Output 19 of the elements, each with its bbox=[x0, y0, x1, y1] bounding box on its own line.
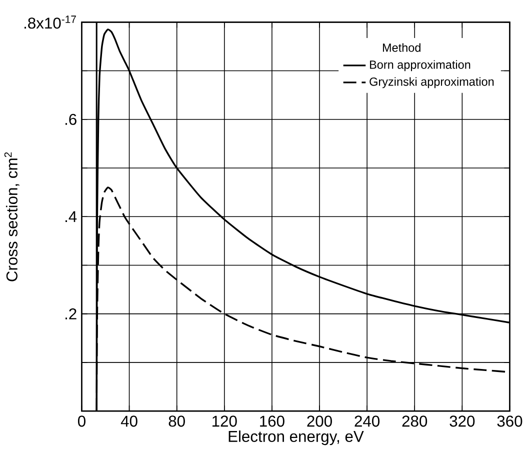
x-tick-label: 160 bbox=[260, 416, 284, 427]
y-tick-label: .8x10$^{-17}$ bbox=[24, 16, 76, 29]
x-tick-label: 200 bbox=[307, 416, 332, 427]
x-tick-label: 360 bbox=[497, 416, 522, 427]
x-tick-label: 80 bbox=[168, 416, 185, 427]
x-tick-label: 40 bbox=[120, 416, 138, 427]
x-tick-label: 0 bbox=[78, 416, 86, 427]
x-tick-label: 320 bbox=[450, 416, 475, 427]
x-axis-title: Electron energy, eV bbox=[228, 430, 364, 446]
legend-label: Gryzinski approximation bbox=[370, 77, 494, 88]
legend-label: Born approximation bbox=[370, 60, 470, 72]
y-tick-label: .2 bbox=[65, 308, 76, 320]
x-tick-label: 280 bbox=[402, 416, 428, 427]
x-tick-label: 240 bbox=[354, 416, 380, 427]
y-tick-label: .6 bbox=[65, 114, 76, 125]
legend-title: Method bbox=[382, 43, 420, 52]
y-axis-title: Cross section, cm$^{2}$ bbox=[4, 152, 20, 282]
y-tick-label: .4 bbox=[65, 211, 77, 222]
x-tick-label: 120 bbox=[212, 416, 237, 427]
